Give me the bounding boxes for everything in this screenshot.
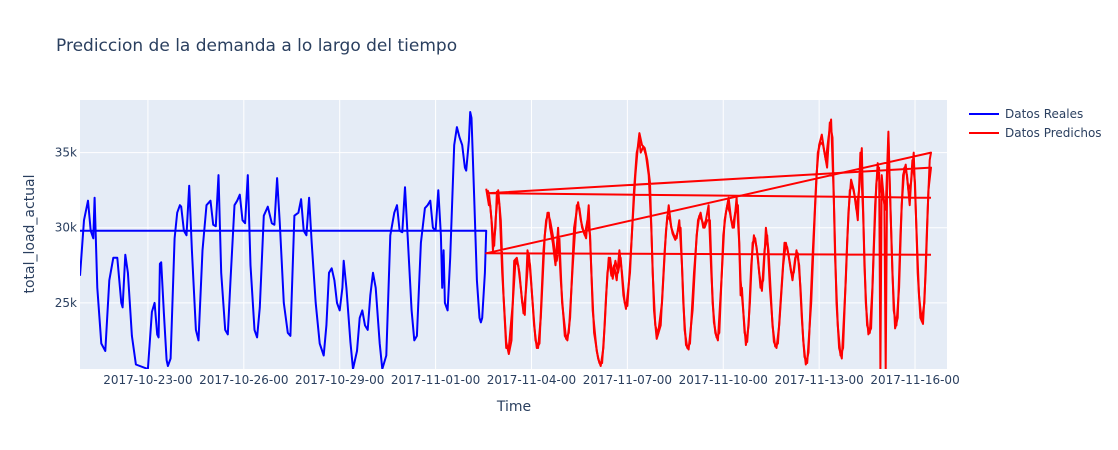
legend[interactable]: Datos Reales Datos Predichos	[969, 107, 1102, 140]
series-line-datos-predichos-2	[485, 118, 932, 364]
gridlines	[80, 100, 947, 369]
y-axis: 25k 30k 35k	[55, 146, 77, 310]
x-tick-label: 2017-10-29-00	[295, 373, 384, 387]
x-tick-label: 2017-11-01-00	[391, 373, 480, 387]
legend-label[interactable]: Datos Predichos	[1005, 126, 1102, 140]
y-tick-label: 35k	[55, 146, 77, 160]
series-line-datos-reales	[80, 111, 488, 369]
plot-area[interactable]	[80, 100, 947, 369]
x-tick-label: 2017-10-23-00	[103, 373, 192, 387]
y-tick-label: 25k	[55, 296, 77, 310]
legend-label[interactable]: Datos Reales	[1005, 107, 1083, 121]
x-axis-label: Time	[496, 399, 531, 415]
x-tick-label: 2017-11-04-00	[487, 373, 576, 387]
x-tick-label: 2017-10-26-00	[199, 373, 288, 387]
x-tick-label: 2017-11-13-00	[774, 373, 863, 387]
y-tick-label: 30k	[55, 221, 77, 235]
series-lines	[80, 111, 932, 369]
x-tick-label: 2017-11-16-00	[870, 373, 959, 387]
x-tick-label: 2017-11-10-00	[679, 373, 768, 387]
x-tick-label: 2017-11-07-00	[583, 373, 672, 387]
chart-title: Prediccion de la demanda a lo largo del …	[56, 36, 457, 56]
x-axis: 2017-10-23-00 2017-10-26-00 2017-10-29-00 2…	[103, 373, 959, 387]
y-axis-label: total_load_actual	[22, 174, 38, 293]
